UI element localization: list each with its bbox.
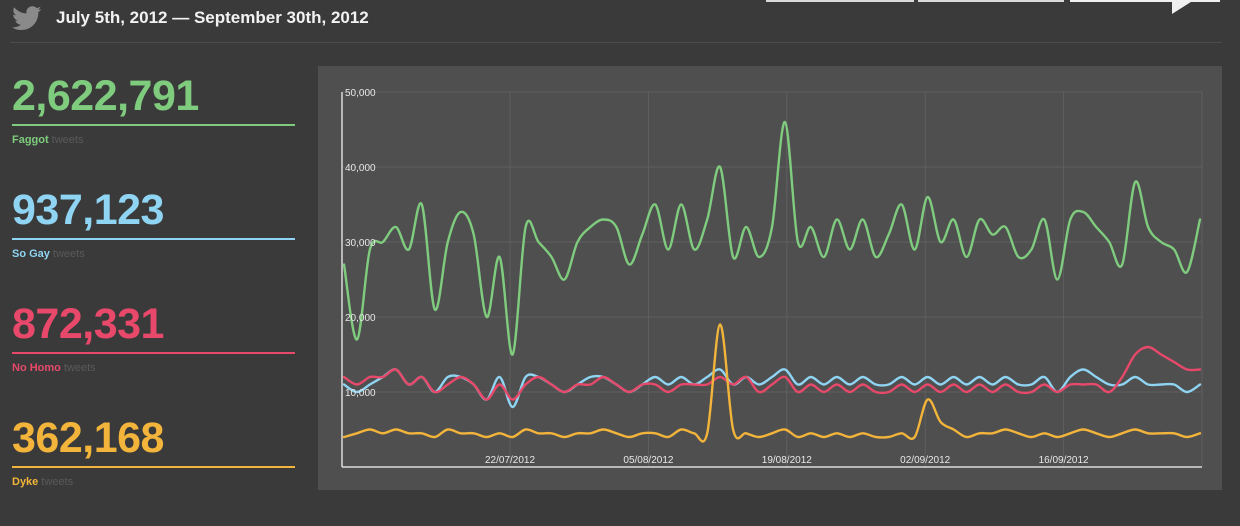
date-range-title: July 5th, 2012 — September 30th, 2012 (56, 8, 369, 27)
x-tick-label: 02/09/2012 (900, 455, 950, 466)
stat-term: Faggot (12, 134, 49, 146)
stat-so-gay: 937,123 So Gay tweets (12, 184, 296, 298)
stat-count: 362,168 (12, 414, 164, 462)
chart-grid (342, 91, 1203, 467)
twitter-bird-icon (12, 6, 42, 31)
stat-divider (12, 466, 295, 468)
stat-count: 872,331 (12, 300, 164, 348)
series-line (342, 323, 1202, 443)
stat-term: So Gay (12, 248, 50, 260)
line-chart: 10,000 20,000 30,000 40,000 50,000 22/07/2012… (341, 88, 1203, 468)
chart-axes (341, 92, 1202, 468)
series-line (342, 120, 1202, 356)
stat-label: So Gay tweets (12, 248, 296, 260)
stat-divider (12, 352, 295, 354)
chart-lines (342, 120, 1202, 443)
x-tick-label: 05/08/2012 (623, 455, 673, 466)
stat-divider (12, 124, 295, 126)
stat-no-homo: 872,331 No Homo tweets (12, 298, 296, 412)
stat-divider (12, 238, 295, 240)
x-tick-label: 19/08/2012 (762, 455, 812, 466)
y-tick-label: 20,000 (345, 313, 376, 324)
y-tick-label: 30,000 (345, 238, 376, 249)
stat-label: Faggot tweets (12, 134, 296, 146)
series-line (342, 345, 1202, 401)
stat-suffix: tweets (41, 476, 74, 488)
chart-panel: 10,000 20,000 30,000 40,000 50,000 22/07/2012… (318, 66, 1222, 490)
dropdown-notch-icon (1172, 0, 1194, 14)
stat-dyke: 362,168 Dyke tweets (12, 412, 296, 526)
series-line (342, 368, 1202, 409)
stat-count: 2,622,791 (12, 72, 199, 120)
stat-term: No Homo (12, 362, 61, 374)
stat-faggot: 2,622,791 Faggot tweets (12, 70, 296, 184)
stat-suffix: tweets (52, 248, 85, 260)
top-control-segment-3[interactable] (1070, 0, 1220, 2)
top-control-segment-2[interactable] (918, 0, 1064, 2)
stat-label: No Homo tweets (12, 362, 296, 374)
stat-suffix: tweets (51, 134, 84, 146)
y-tick-label: 10,000 (345, 388, 376, 399)
stat-count: 937,123 (12, 186, 164, 234)
header-divider (10, 42, 1222, 43)
x-tick-label: 22/07/2012 (485, 455, 535, 466)
x-tick-label: 16/09/2012 (1039, 455, 1089, 466)
y-tick-label: 50,000 (345, 88, 376, 99)
stats-panel: 2,622,791 Faggot tweets 937,123 So Gay twe… (12, 70, 296, 526)
y-tick-label: 40,000 (345, 163, 376, 174)
top-control-segment-1[interactable] (766, 0, 914, 2)
chart-tick-labels: 10,000 20,000 30,000 40,000 50,000 22/07/2012… (345, 88, 1089, 466)
header: July 5th, 2012 — September 30th, 2012 (0, 0, 1240, 43)
stat-label: Dyke tweets (12, 476, 296, 488)
stat-suffix: tweets (63, 362, 96, 374)
stat-term: Dyke (12, 476, 39, 488)
